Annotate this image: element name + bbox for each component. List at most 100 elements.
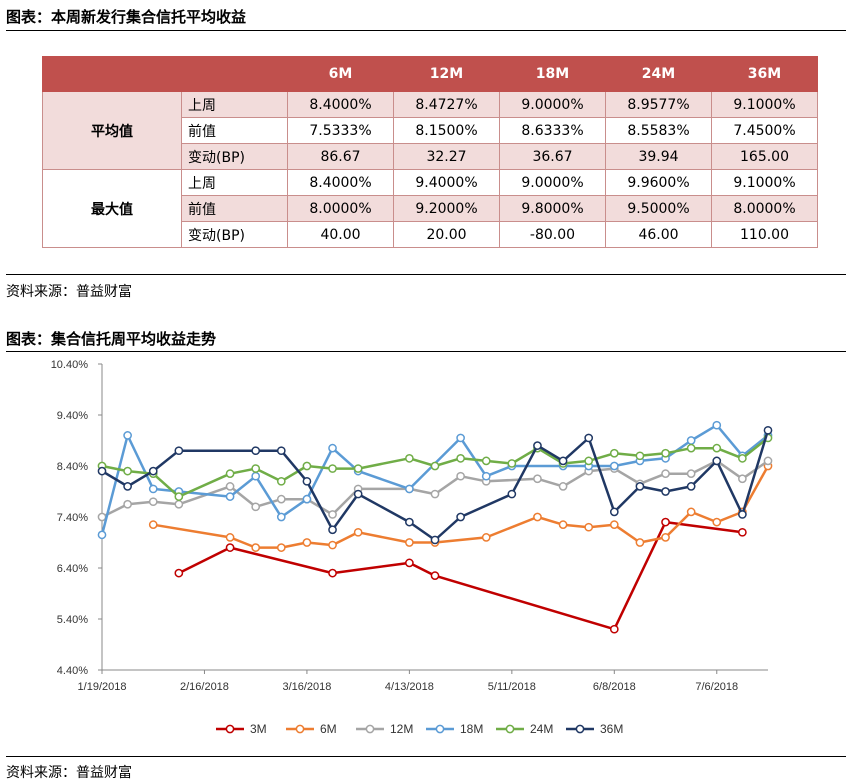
data-point <box>609 624 619 634</box>
data-point <box>276 476 286 486</box>
data-point <box>481 456 491 466</box>
data-point <box>533 441 542 450</box>
data-point <box>251 502 261 512</box>
x-tick-label: 4/13/2018 <box>385 681 434 693</box>
data-point <box>507 459 517 468</box>
data-point <box>738 527 747 537</box>
data-point <box>686 443 696 453</box>
data-point <box>609 448 619 458</box>
header-cell: 6M <box>287 56 394 92</box>
data-point <box>123 482 132 491</box>
x-tick-label: 7/6/2018 <box>695 681 738 693</box>
data-point <box>686 507 696 517</box>
header-cell <box>181 56 288 92</box>
data-point <box>609 461 619 471</box>
chart-source-rule <box>6 756 846 757</box>
data-point <box>584 433 594 443</box>
legend-item-6m: 6M <box>286 722 337 736</box>
data-point <box>405 454 414 463</box>
value-cell: 9.1000% <box>711 169 818 196</box>
yield-line-chart: 4.40% 5.40% 6.40% 7.40% 8.40% 9.40% 10.40% 1/19… <box>51 359 773 736</box>
value-cell: 8.6333% <box>499 117 606 144</box>
value-cell: 9.1000% <box>711 91 818 118</box>
legend-marker <box>295 724 305 734</box>
data-point <box>405 517 414 527</box>
table-header-row: 6M 12M 18M 24M 36M <box>42 56 818 92</box>
value-cell: 39.94 <box>605 143 712 170</box>
data-point <box>661 448 670 458</box>
row-label: 前值 <box>181 195 288 222</box>
data-point <box>507 489 517 499</box>
table-title: 图表：本周新发行集合信托平均收益 <box>6 8 247 26</box>
chart-series <box>97 420 773 634</box>
data-point <box>635 451 645 461</box>
value-cell: 8.9577% <box>605 91 712 118</box>
value-cell: -80.00 <box>499 221 606 248</box>
series-36m <box>97 425 773 545</box>
data-point <box>302 476 312 486</box>
legend-item-24m: 24M <box>496 722 553 736</box>
data-point <box>276 494 286 504</box>
data-point <box>686 482 696 491</box>
chart-legend: 3M 6M 12M 18M 24M 36M <box>216 722 623 736</box>
series-24m <box>97 433 773 501</box>
value-cell: 9.8000% <box>499 195 606 222</box>
data-point <box>276 512 286 522</box>
value-cell: 8.0000% <box>287 195 394 222</box>
data-point <box>738 454 747 463</box>
value-cell: 7.5333% <box>287 117 394 144</box>
legend-label: 18M <box>460 722 483 736</box>
value-cell: 20.00 <box>393 221 500 248</box>
value-cell: 9.0000% <box>499 169 606 196</box>
data-point <box>712 420 722 430</box>
data-point <box>123 431 132 440</box>
data-point <box>225 469 235 479</box>
value-cell: 165.00 <box>711 143 818 170</box>
table-row: 变动(BP) 86.67 32.27 36.67 39.94 165.00 <box>43 143 818 170</box>
group-label: 最大值 <box>42 169 182 248</box>
legend-item-18m: 18M <box>426 722 483 736</box>
row-label: 上周 <box>181 91 288 118</box>
data-point <box>405 484 414 494</box>
data-point <box>661 533 670 542</box>
data-point <box>558 482 568 491</box>
table-row: 前值 7.5333% 8.1500% 8.6333% 8.5583% 7.450… <box>43 117 818 144</box>
y-tick-label: 4.40% <box>57 665 88 677</box>
data-point <box>174 568 184 578</box>
data-point <box>456 512 465 522</box>
data-point <box>353 464 363 473</box>
data-point <box>97 530 107 540</box>
data-point <box>430 489 440 499</box>
chart-source: 资料来源：普益财富 <box>6 765 132 781</box>
data-point <box>251 471 261 481</box>
y-tick-label: 5.40% <box>57 614 88 626</box>
data-point <box>97 512 107 522</box>
legend-item-12m: 12M <box>356 722 413 736</box>
table-source-rule <box>6 274 846 275</box>
value-cell: 9.5000% <box>605 195 712 222</box>
data-point <box>353 527 363 537</box>
value-cell: 32.27 <box>393 143 500 170</box>
series-3m <box>174 517 747 634</box>
value-cell: 8.1500% <box>393 117 500 144</box>
data-point <box>328 464 337 473</box>
data-point <box>251 464 261 473</box>
data-point <box>174 499 184 509</box>
data-point <box>712 443 722 453</box>
legend-label: 3M <box>250 722 267 736</box>
table-source: 资料来源：普益财富 <box>6 284 132 300</box>
group-label: 平均值 <box>42 91 182 170</box>
header-cell: 24M <box>605 56 712 92</box>
legend-marker <box>435 724 445 734</box>
value-cell: 9.0000% <box>499 91 606 118</box>
data-point <box>174 492 184 501</box>
data-point <box>251 446 261 456</box>
legend-label: 36M <box>600 722 623 736</box>
data-point <box>712 517 722 527</box>
data-point <box>635 538 645 547</box>
data-point <box>533 474 542 484</box>
data-point <box>328 568 337 578</box>
value-cell: 9.2000% <box>393 195 500 222</box>
series-18m <box>97 420 773 540</box>
data-point <box>686 469 696 479</box>
